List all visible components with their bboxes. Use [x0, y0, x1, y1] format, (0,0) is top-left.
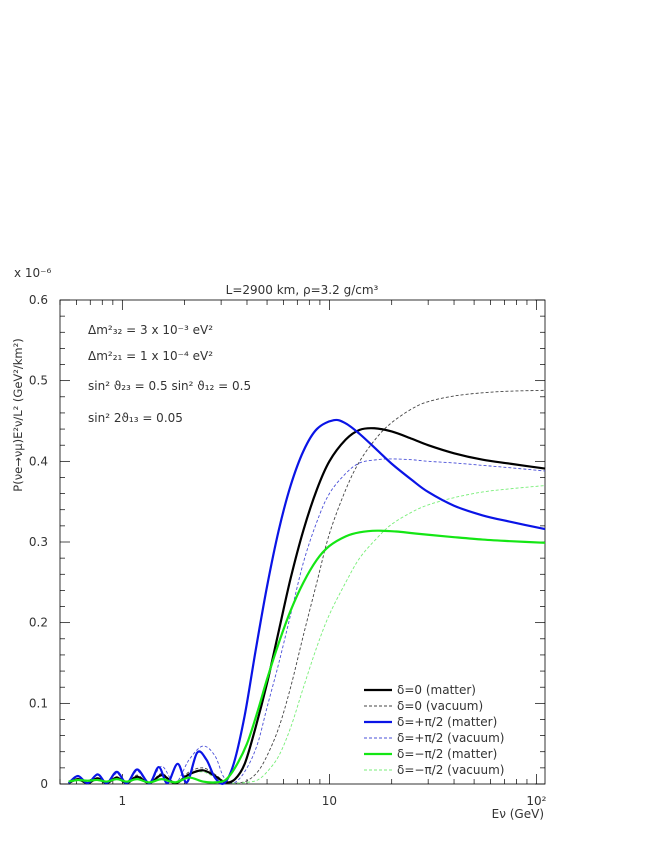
y-tick-label: 0.2 — [29, 616, 48, 630]
x-tick-label: 1 — [119, 794, 127, 808]
annotation-theta23-theta12: sin² ϑ₂₃ = 0.5 sin² ϑ₁₂ = 0.5 — [88, 379, 251, 393]
legend-label: δ=0 (matter) — [397, 683, 476, 697]
series-line-5 — [68, 485, 546, 784]
legend: δ=0 (matter) δ=0 (vacuum) δ=+π/2 (matter) δ… — [364, 683, 504, 777]
legend-label: δ=+π/2 (vacuum) — [397, 731, 504, 745]
x-axis-label: Eν (GeV) — [492, 807, 544, 821]
legend-label: δ=0 (vacuum) — [397, 699, 483, 713]
series-layer — [67, 389, 546, 785]
x-tick-label: 10 — [322, 794, 337, 808]
series-line-0 — [68, 427, 546, 785]
y-tick-label: 0 — [40, 777, 48, 791]
chart-title: L=2900 km, ρ=3.2 g/cm³ — [226, 283, 379, 297]
legend-label: δ=+π/2 (matter) — [397, 715, 497, 729]
y-tick-label: 0.5 — [29, 374, 48, 388]
series-line-4 — [68, 529, 546, 784]
y-axis-label: P(νe→νμ)E²ν/L² (GeV²/km²) — [11, 338, 25, 491]
y-multiplier: x 10⁻⁶ — [14, 266, 52, 280]
annotation-dm21: Δm²₂₁ = 1 x 10⁻⁴ eV² — [88, 349, 213, 363]
legend-label: δ=−π/2 (matter) — [397, 747, 497, 761]
y-tick-label: 0.6 — [29, 293, 48, 307]
y-tick-label: 0.3 — [29, 535, 48, 549]
annotation-theta13: sin² 2ϑ₁₃ = 0.05 — [88, 411, 183, 425]
series-line-2 — [67, 418, 546, 785]
y-tick-label: 0.1 — [29, 696, 48, 710]
axis-ticks: 0 0.1 0.2 0.3 0.4 0.5 0.6 1 10 10² — [29, 293, 547, 808]
legend-label: δ=−π/2 (vacuum) — [397, 763, 504, 777]
annotation-block: Δm²₃₂ = 3 x 10⁻³ eV² Δm²₂₁ = 1 x 10⁻⁴ eV… — [88, 323, 251, 425]
y-tick-label: 0.4 — [29, 454, 48, 468]
annotation-dm32: Δm²₃₂ = 3 x 10⁻³ eV² — [88, 323, 213, 337]
x-tick-label: 10² — [526, 794, 546, 808]
